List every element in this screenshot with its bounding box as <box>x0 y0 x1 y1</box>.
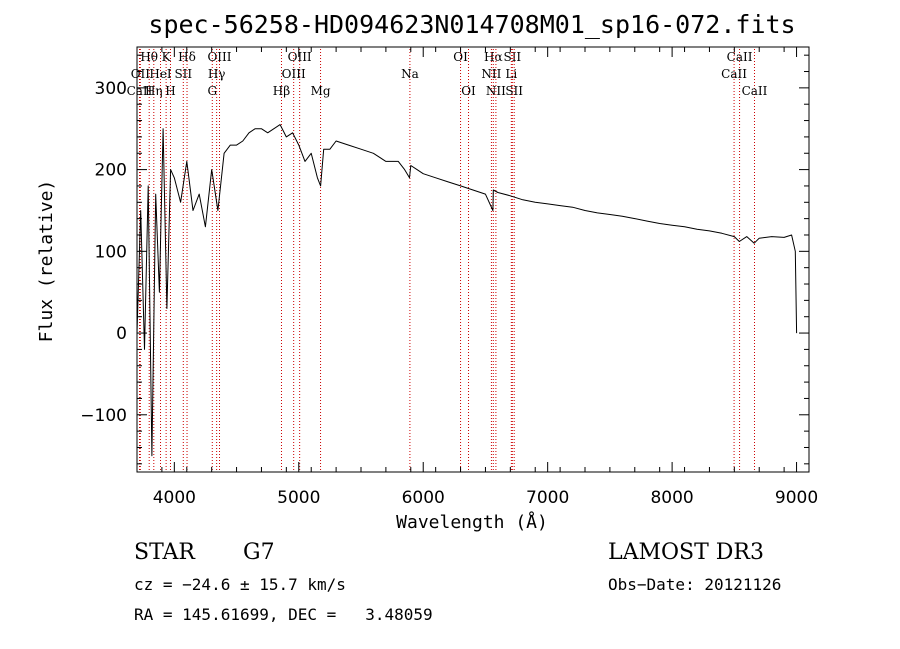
x-tick-label-4000: 4000 <box>153 488 196 508</box>
x-tick-label-6000: 6000 <box>402 488 445 508</box>
spectral-line-label-1: K <box>162 50 172 64</box>
spectral-line-label-15: NII <box>481 67 501 81</box>
spectral-line-label-5: OI <box>453 50 468 64</box>
y-tick-label-300: 300 <box>95 79 127 99</box>
x-tick-label-5000: 5000 <box>277 488 320 508</box>
x-tick-label-9000: 9000 <box>775 488 818 508</box>
spectral-line-label-9: OII <box>131 67 151 81</box>
spectral-line-label-7: SII <box>503 50 521 64</box>
x-tick-label-8000: 8000 <box>650 488 693 508</box>
y-tick-label-0: 0 <box>116 324 127 344</box>
spectral-line-label-8: CaII <box>727 50 753 64</box>
spectral-line-label-11: SII <box>174 67 192 81</box>
plot-frame <box>136 46 810 473</box>
y-tick-label-200: 200 <box>95 161 127 181</box>
spectral-line-label-3: OIII <box>207 50 231 64</box>
spectral-line-label-23: Mg <box>311 84 331 98</box>
chart-title: spec-56258-HD094623N014708M01_sp16-072.f… <box>148 10 795 39</box>
spectral-line-label-4: OIII <box>288 50 312 64</box>
spectral-line-label-19: Hη <box>145 84 163 98</box>
survey-name: LAMOST DR3 <box>608 540 764 565</box>
spectral-line-label-2: Hδ <box>178 50 196 64</box>
spectral-line-label-24: OI <box>461 84 476 98</box>
spectral-line-label-12: Hγ <box>208 67 226 81</box>
x-tick-label-7000: 7000 <box>526 488 569 508</box>
y-tick-label-100: 100 <box>95 242 127 262</box>
obs-date: Obs−Date: 20121126 <box>608 575 782 594</box>
spectral-line-label-10: HeI <box>149 67 172 81</box>
x-axis-label: Wavelength (Å) <box>396 511 548 533</box>
object-type: STAR <box>134 540 195 565</box>
spectral-line-label-0: Hθ <box>140 50 158 64</box>
spectral-line-label-16: Li <box>505 67 517 81</box>
spectrum-series <box>136 124 798 457</box>
coordinates-readout: RA = 145.61699, DEC = 3.48059 <box>134 605 433 624</box>
y-axis: −100 0 100 200 300 <box>80 54 809 465</box>
y-axis-label: Flux (relative) <box>36 180 57 343</box>
spectral-line-label-27: CaII <box>742 84 768 98</box>
spectrum-line <box>136 124 798 457</box>
y-tick-label--100: −100 <box>80 406 127 426</box>
spectral-line-label-26: SII <box>505 84 523 98</box>
spectral-line-label-21: G <box>207 84 217 98</box>
spectral-line-label-22: Hβ <box>273 84 290 98</box>
spectral-line-label-25: NII <box>486 84 506 98</box>
spectral-line-label-17: CaII <box>721 67 747 81</box>
spectral-line-label-20: H <box>165 84 175 98</box>
spectral-line-label-14: Na <box>401 67 419 81</box>
redshift-readout: cz = −24.6 ± 15.7 km/s <box>134 575 346 594</box>
spectral-line-label-6: Hα <box>484 50 503 64</box>
x-axis: 4000 5000 6000 7000 8000 9000 <box>136 47 818 508</box>
spectral-subclass: G7 <box>243 540 275 565</box>
spectral-line-label-13: OIII <box>282 67 306 81</box>
